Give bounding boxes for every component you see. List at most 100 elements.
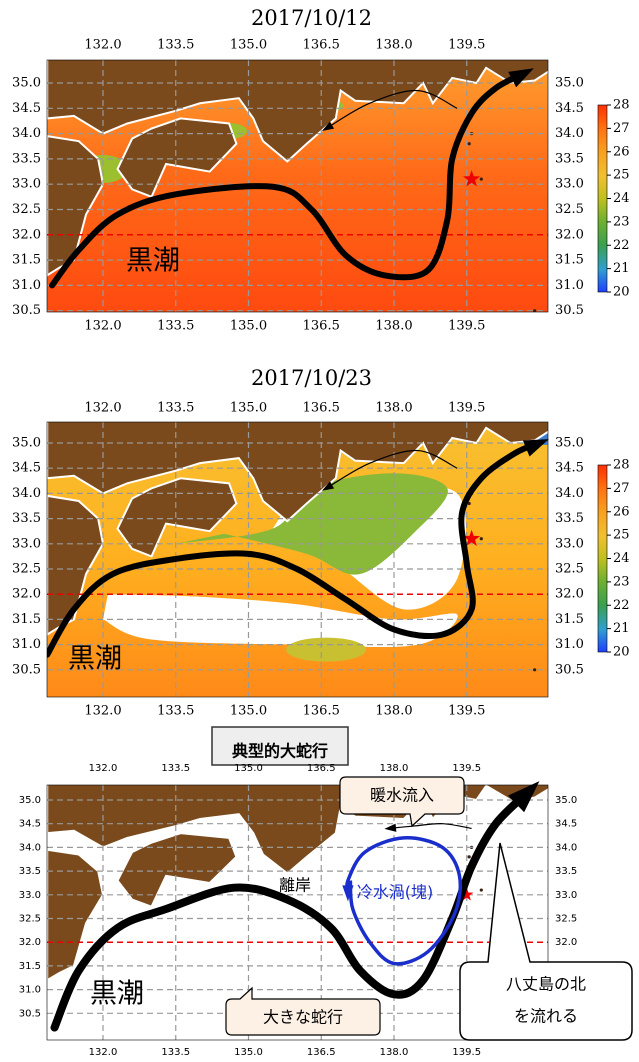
- lat-tick-label: 32.5: [555, 914, 577, 925]
- lat-tick-label: 31.0: [19, 985, 41, 996]
- lat-tick-label: 32.0: [555, 587, 584, 602]
- lat-tick-label: 33.5: [12, 151, 41, 166]
- lon-tick-label: 132.0: [84, 401, 121, 416]
- lon-tick-label: 136.5: [303, 704, 340, 719]
- colorbar-tick-label: 27: [613, 121, 630, 136]
- lon-tick-label: 133.5: [157, 38, 194, 53]
- lat-tick-label: 31.5: [555, 253, 584, 268]
- lon-tick-label: 136.5: [303, 319, 340, 334]
- colorbar-tick-label: 26: [613, 144, 630, 159]
- annotation: 離岸: [279, 876, 311, 895]
- lat-tick-label: 35.0: [555, 795, 577, 806]
- lat-tick-label: 33.5: [12, 511, 41, 526]
- lat-tick-label: 34.5: [19, 819, 41, 830]
- land: [116, 117, 238, 199]
- lat-tick-label: 33.5: [555, 866, 577, 877]
- island: [533, 309, 537, 312]
- lat-tick-label: 32.0: [555, 937, 577, 948]
- callout-text: 大きな蛇行: [263, 1008, 343, 1027]
- lon-tick-label: 132.0: [84, 319, 121, 334]
- lon-tick-label: 136.5: [307, 1047, 336, 1058]
- kuroshio-path: [50, 786, 534, 1032]
- lat-tick-label: 34.5: [555, 461, 584, 476]
- lon-tick-label: 138.0: [380, 763, 409, 774]
- lat-tick-label: 32.5: [19, 914, 41, 925]
- lat-tick-label: 30.5: [555, 303, 584, 318]
- lat-tick-label: 30.5: [12, 662, 41, 677]
- lon-tick-label: 133.5: [157, 704, 194, 719]
- land: [47, 422, 548, 523]
- eddy-path: [344, 836, 463, 966]
- colorbar-tick-label: 20: [613, 285, 630, 300]
- lon-tick-label: 133.5: [161, 763, 190, 774]
- colorbar: [597, 464, 608, 653]
- colorbar-tick-label: 26: [613, 504, 630, 519]
- lat-tick-label: 32.0: [19, 937, 41, 948]
- arrow-head: [321, 481, 335, 491]
- map-frame: [46, 59, 549, 313]
- arrow-head: [384, 823, 397, 832]
- coastal-water: [286, 637, 367, 662]
- lat-tick-label: 32.0: [12, 227, 41, 242]
- land: [116, 477, 238, 558]
- colorbar-tick-label: 22: [613, 598, 630, 613]
- eddy-label: 冷水渦(塊): [357, 883, 434, 902]
- arrow-head: [508, 781, 540, 813]
- lon-tick-label: 138.0: [375, 319, 412, 334]
- current-label: 黒潮: [126, 246, 180, 277]
- map-frame: [46, 784, 549, 1041]
- lat-tick-label: 32.5: [555, 562, 584, 577]
- colorbar-tick-label: 22: [613, 238, 630, 253]
- arrow-head: [508, 68, 534, 88]
- island: [467, 142, 471, 146]
- panel-title: 2017/10/23: [251, 366, 372, 390]
- callout-box: [225, 986, 381, 1036]
- lon-tick-label: 132.0: [84, 38, 121, 53]
- callout-text: 八丈島の北: [506, 975, 586, 994]
- lat-tick-label: 31.5: [12, 253, 41, 268]
- lat-tick-label: 31.0: [555, 637, 584, 652]
- lon-tick-label: 132.0: [89, 763, 118, 774]
- land: [47, 135, 105, 277]
- lat-tick-label: 34.0: [12, 126, 41, 141]
- lon-tick-label: 135.0: [234, 763, 263, 774]
- colorbar-tick-label: 24: [613, 191, 630, 206]
- colorbar-tick-label: 27: [613, 481, 630, 496]
- lat-tick-label: 32.0: [12, 587, 41, 602]
- lon-tick-label: 139.5: [448, 401, 485, 416]
- colorbar-tick-label: 21: [613, 621, 630, 636]
- colorbar-tick-label: 23: [613, 574, 630, 589]
- cloud-gap: [103, 594, 458, 648]
- lon-tick-label: 135.0: [230, 38, 267, 53]
- island: [467, 855, 471, 859]
- kuroshio-path: [47, 440, 543, 658]
- flow-arrow: [389, 823, 472, 830]
- land: [47, 494, 105, 636]
- lat-tick-label: 30.5: [12, 303, 41, 318]
- lon-tick-label: 139.5: [448, 38, 485, 53]
- arrow-head: [321, 121, 335, 131]
- flow-arrow: [325, 449, 458, 489]
- callout-text: を流れる: [514, 1007, 578, 1026]
- arrow-head: [522, 439, 549, 457]
- callout-box: [459, 842, 633, 1041]
- lat-tick-label: 34.0: [555, 486, 584, 501]
- lat-tick-label: 32.5: [12, 202, 41, 217]
- lat-tick-label: 33.0: [555, 177, 584, 192]
- lat-tick-label: 32.5: [555, 202, 584, 217]
- lat-tick-label: 34.0: [12, 486, 41, 501]
- panel-title: 2017/10/12: [251, 6, 372, 30]
- current-label: 黒潮: [68, 644, 122, 675]
- lat-tick-label: 31.0: [12, 278, 41, 293]
- star-marker: [463, 170, 481, 187]
- colorbar-tick-label: 23: [613, 214, 630, 229]
- lat-tick-label: 31.5: [19, 961, 41, 972]
- lon-tick-label: 135.0: [230, 704, 267, 719]
- lat-tick-label: 30.5: [555, 662, 584, 677]
- lon-tick-label: 138.0: [380, 1047, 409, 1058]
- lat-tick-label: 32.5: [12, 562, 41, 577]
- lat-tick-label: 32.0: [555, 227, 584, 242]
- header-box: [211, 726, 349, 766]
- lat-tick-label: 34.5: [555, 819, 577, 830]
